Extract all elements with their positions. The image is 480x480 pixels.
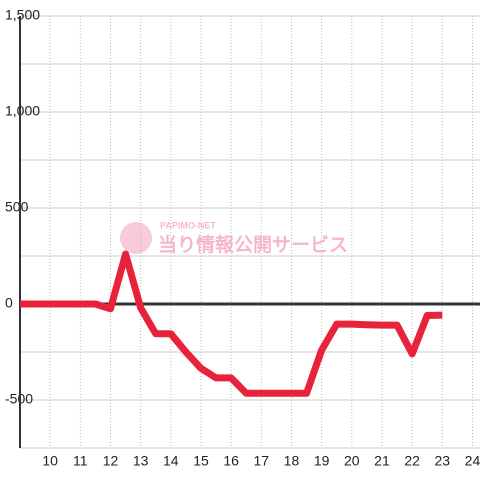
- x-tick-label: 13: [133, 453, 149, 469]
- watermark: PAPIMO-NET 当り情報公開サービス: [120, 220, 348, 256]
- x-tick-label: 20: [344, 453, 360, 469]
- x-tick-label: 10: [42, 453, 58, 469]
- x-tick-label: 15: [193, 453, 209, 469]
- watermark-small: PAPIMO-NET: [160, 220, 216, 230]
- y-tick-label: 1,500: [5, 7, 40, 23]
- x-tick-label: 14: [163, 453, 179, 469]
- x-tick-label: 11: [73, 453, 88, 469]
- watermark-logo: [120, 222, 152, 254]
- x-tick-label: 22: [404, 453, 420, 469]
- y-tick-label: 0: [5, 295, 13, 311]
- y-tick-label: 1,000: [5, 103, 40, 119]
- x-tick-label: 21: [374, 453, 390, 469]
- x-tick-label: 19: [314, 453, 330, 469]
- watermark-text: 当り情報公開サービス: [158, 233, 348, 256]
- x-tick-label: 16: [223, 453, 239, 469]
- x-tick-label: 24: [465, 453, 480, 469]
- x-tick-label: 17: [254, 453, 270, 469]
- y-tick-label: 500: [5, 199, 29, 215]
- line-series: [20, 250, 443, 397]
- x-tick-label: 23: [435, 453, 451, 469]
- x-tick-label: 18: [284, 453, 300, 469]
- x-tick-label: 12: [103, 453, 119, 469]
